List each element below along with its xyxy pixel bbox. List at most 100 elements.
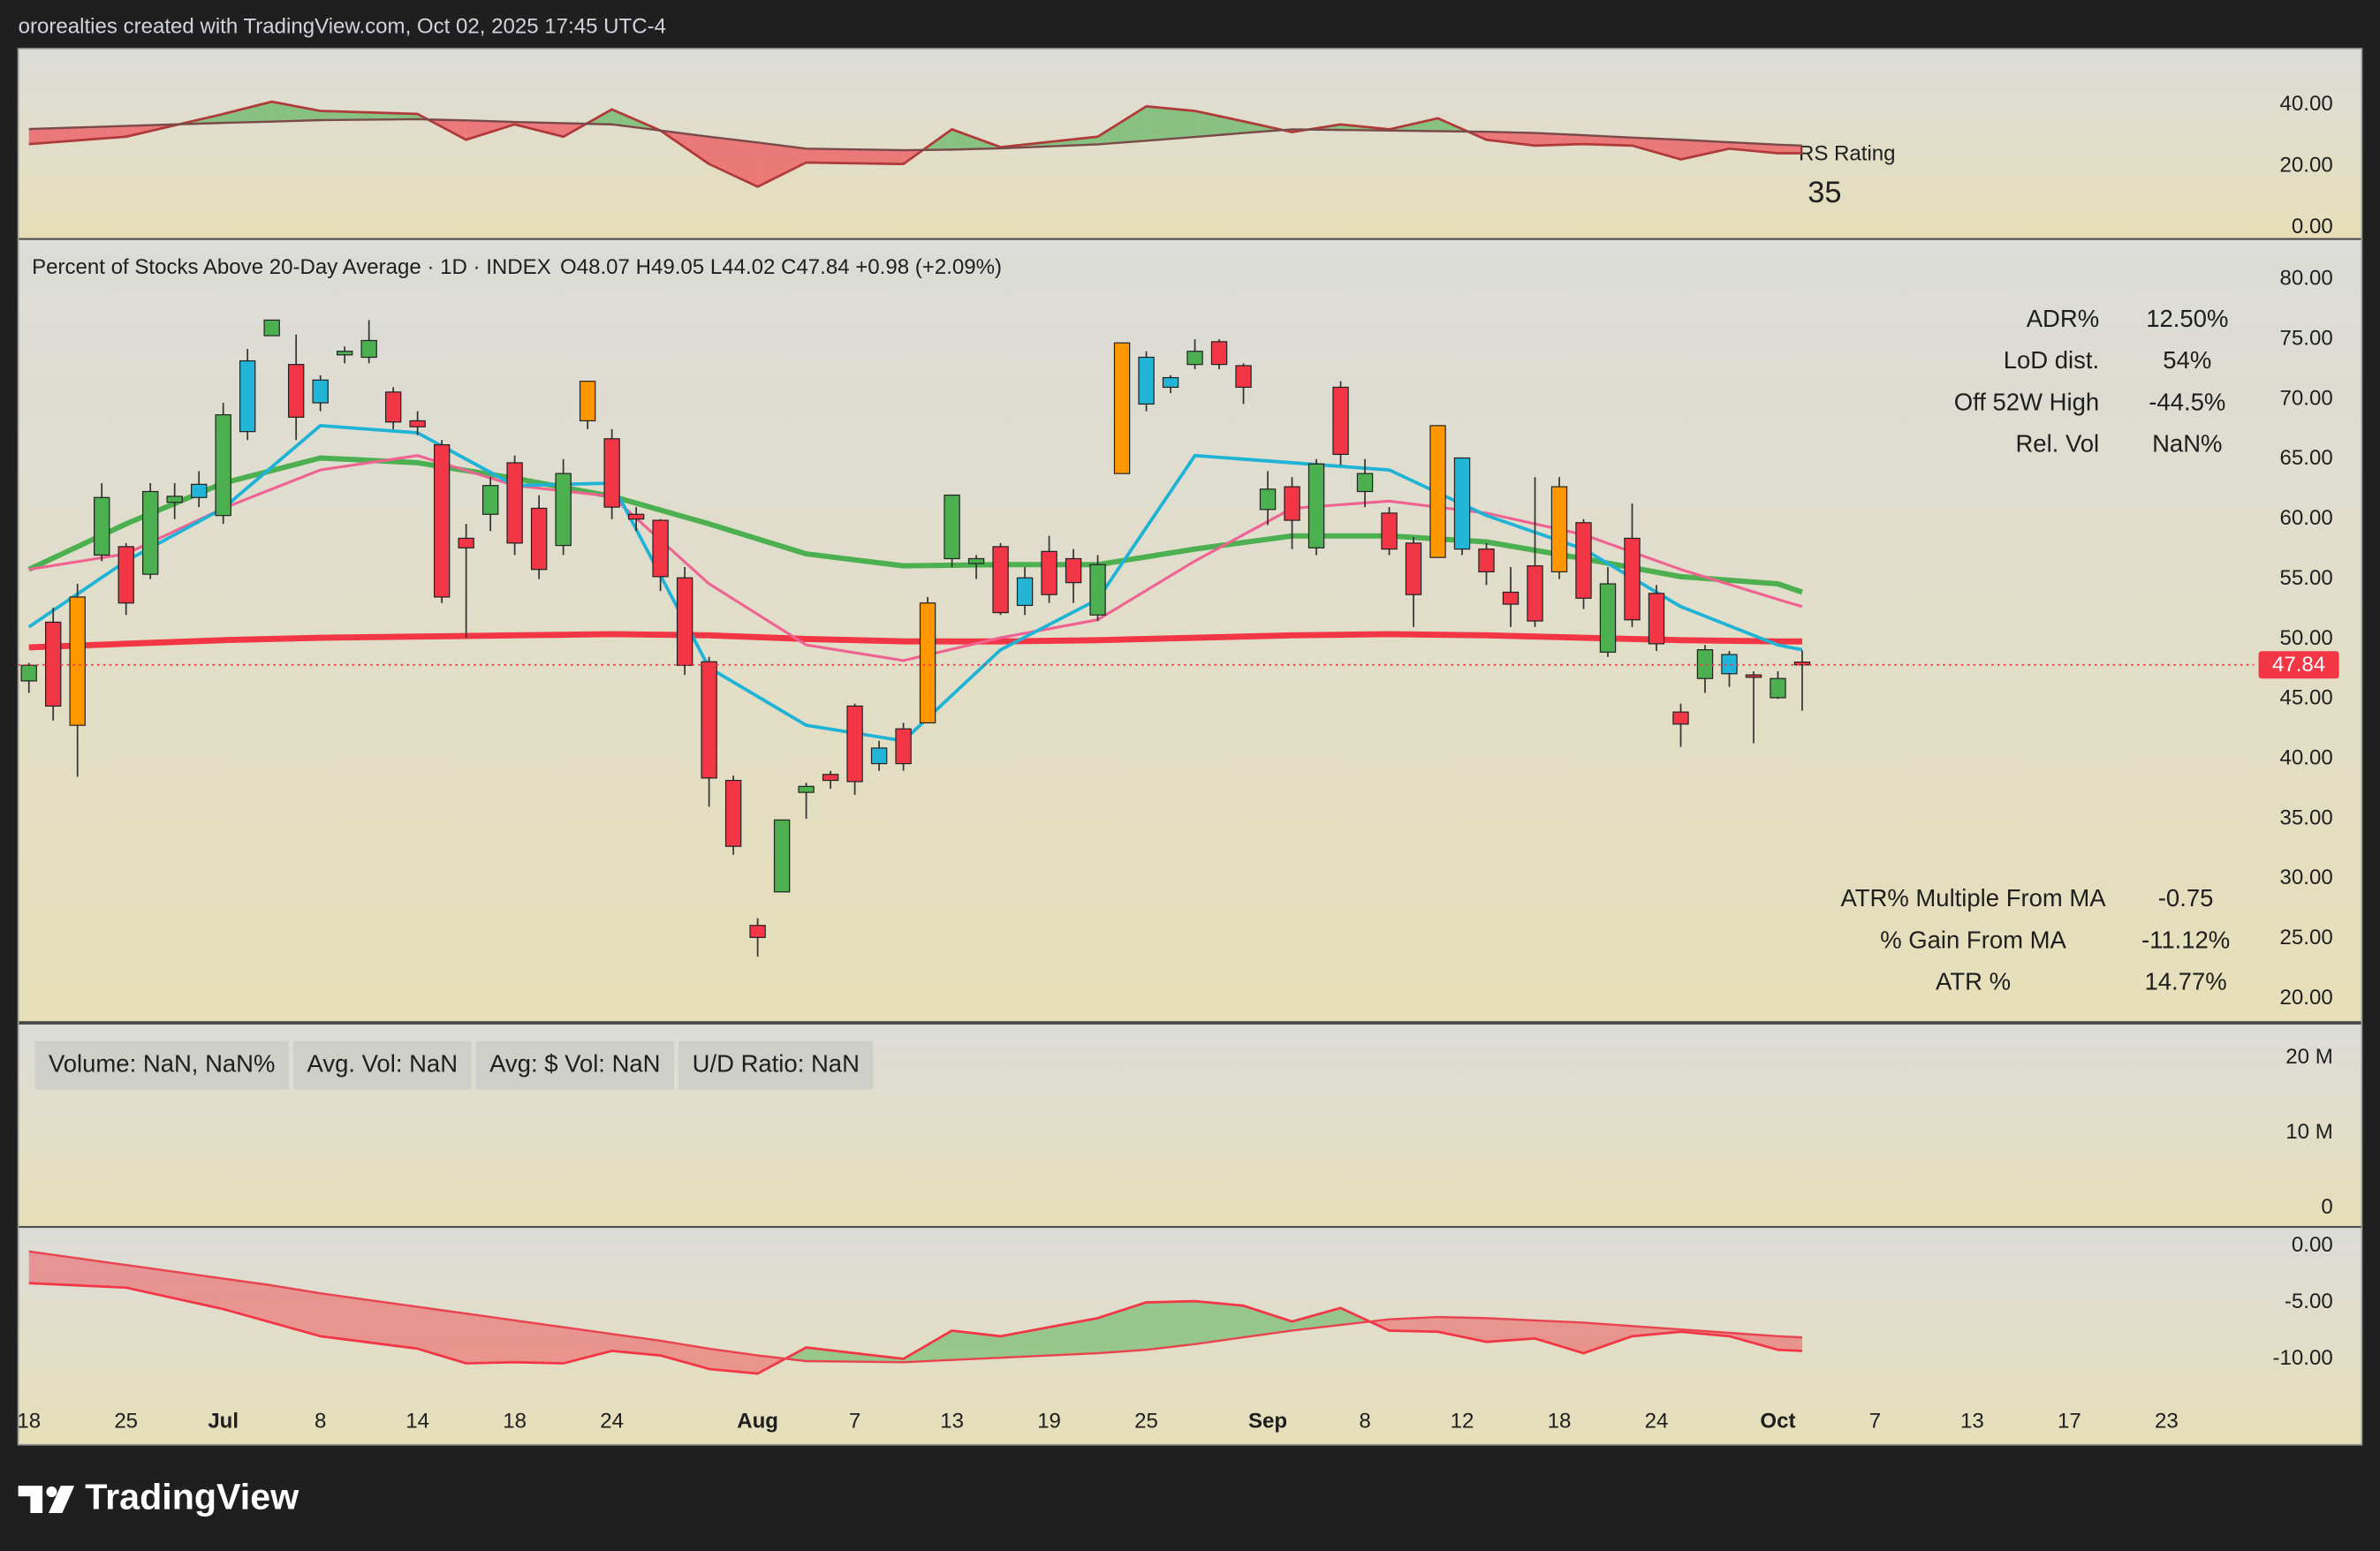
candle-body	[1696, 649, 1714, 679]
candle-body	[1575, 522, 1592, 599]
area-fill	[223, 102, 272, 124]
y-tick-label: 65.00	[2280, 446, 2333, 470]
area-fill	[514, 1320, 564, 1364]
candle-body	[944, 494, 960, 560]
volume-badge-text: U/D Ratio: NaN	[693, 1049, 860, 1077]
x-tick-label: 8	[315, 1409, 326, 1433]
volume-badge-text: Avg. Vol: NaN	[307, 1049, 459, 1077]
x-tick-label: Aug	[737, 1409, 778, 1433]
area-fill	[1437, 1317, 1487, 1343]
stat-value: -0.75	[2158, 884, 2214, 912]
x-tick-label: 25	[114, 1409, 138, 1433]
candle-body	[701, 661, 717, 779]
chart-border	[17, 48, 2363, 1446]
area-fill	[806, 148, 904, 164]
area-fill	[417, 1306, 466, 1364]
series-line	[28, 1250, 1803, 1364]
area-fill	[1777, 1335, 1802, 1351]
y-tick-label: 0	[2321, 1195, 2332, 1219]
x-tick-label: 14	[406, 1409, 429, 1433]
stat-label: Rel. Vol	[2015, 430, 2099, 458]
candle-body	[1235, 365, 1252, 389]
candle-body	[1332, 386, 1349, 456]
candle-body	[1599, 583, 1617, 653]
logo-text: TradingView	[85, 1476, 299, 1517]
y-tick-label: 0.00	[2292, 1233, 2333, 1257]
series-line	[28, 1282, 1803, 1375]
candle-body	[263, 319, 280, 337]
candle-body	[481, 485, 499, 515]
series-line	[28, 100, 1802, 188]
candle-body	[1016, 577, 1034, 607]
candle-body	[142, 490, 159, 575]
stat-label: LoD dist.	[2004, 346, 2099, 374]
stat-label: ADR%	[2027, 305, 2099, 332]
candle-body	[846, 705, 863, 783]
y-tick-label: 60.00	[2280, 506, 2333, 530]
candle-body	[1672, 711, 1689, 725]
candle-body	[384, 391, 402, 423]
candle-body	[69, 596, 86, 726]
candle-body	[1721, 654, 1738, 675]
candle-body	[1259, 488, 1277, 511]
area-fill	[1680, 140, 1730, 160]
candle-body	[94, 496, 110, 556]
x-tick-label: 12	[1451, 1409, 1474, 1433]
candle-body	[1138, 356, 1155, 405]
candle-body	[870, 747, 888, 765]
area-fill	[320, 110, 418, 120]
stat-value: -44.5%	[2149, 388, 2225, 415]
area-fill	[1535, 132, 1584, 146]
area-fill	[1583, 1322, 1633, 1354]
area-fill	[1000, 1318, 1098, 1358]
series-title: Percent of Stocks Above 20-Day Average ·…	[32, 256, 551, 280]
candle-body	[555, 473, 572, 547]
candle-body	[530, 507, 548, 571]
y-tick-label: 20.00	[2280, 986, 2333, 1010]
stat-label: Off 52W High	[1954, 388, 2099, 415]
candle-body	[1478, 549, 1495, 573]
candle-body	[1186, 351, 1203, 366]
x-tick-label: 18	[503, 1409, 527, 1433]
logo-mark	[48, 1486, 75, 1514]
x-tick-label: 7	[849, 1409, 860, 1433]
candle-body	[1065, 557, 1082, 584]
candle-body	[1453, 457, 1471, 550]
candle-body	[1089, 564, 1106, 616]
candle-body	[1745, 674, 1762, 678]
attribution: ororealties created with TradingView.com…	[19, 14, 666, 38]
y-tick-label: 40.00	[2280, 745, 2333, 769]
candle-body	[360, 339, 377, 359]
candle-body	[603, 438, 620, 508]
stat-value: 54%	[2163, 346, 2211, 374]
rs-rating-value: 35	[1808, 176, 1841, 209]
candle-body	[1307, 463, 1325, 549]
candle-body	[190, 483, 208, 498]
candle-body	[822, 774, 839, 782]
y-tick-label: 20 M	[2285, 1045, 2332, 1069]
y-tick-label: 80.00	[2280, 267, 2333, 291]
area-fill	[1146, 106, 1195, 141]
candle-body	[773, 819, 791, 893]
candle-body	[506, 462, 523, 544]
x-tick-label: 24	[600, 1409, 624, 1433]
y-tick-label: 35.00	[2280, 806, 2333, 829]
area-fill	[271, 1285, 321, 1336]
y-tick-label: 25.00	[2280, 926, 2333, 950]
area-fill	[951, 1330, 1001, 1360]
x-tick-label: 18	[1548, 1409, 1572, 1433]
area-fill	[1632, 137, 1681, 160]
stat-label: % Gain From MA	[1880, 926, 2066, 953]
rs-rating-label: RS Rating	[1799, 142, 1896, 166]
last-price-tag	[2258, 651, 2339, 679]
candle-body	[1210, 341, 1228, 366]
stat-label: ATR% Multiple From MA	[1840, 884, 2106, 912]
y-tick-label: 50.00	[2280, 626, 2333, 650]
x-tick-label: 13	[940, 1409, 964, 1433]
candle-body	[1502, 591, 1520, 605]
area-fill	[1486, 132, 1535, 146]
y-tick-label: 55.00	[2280, 566, 2333, 590]
area-fill	[709, 1348, 758, 1374]
logo-mark	[46, 1486, 57, 1497]
candle-body	[409, 420, 426, 427]
